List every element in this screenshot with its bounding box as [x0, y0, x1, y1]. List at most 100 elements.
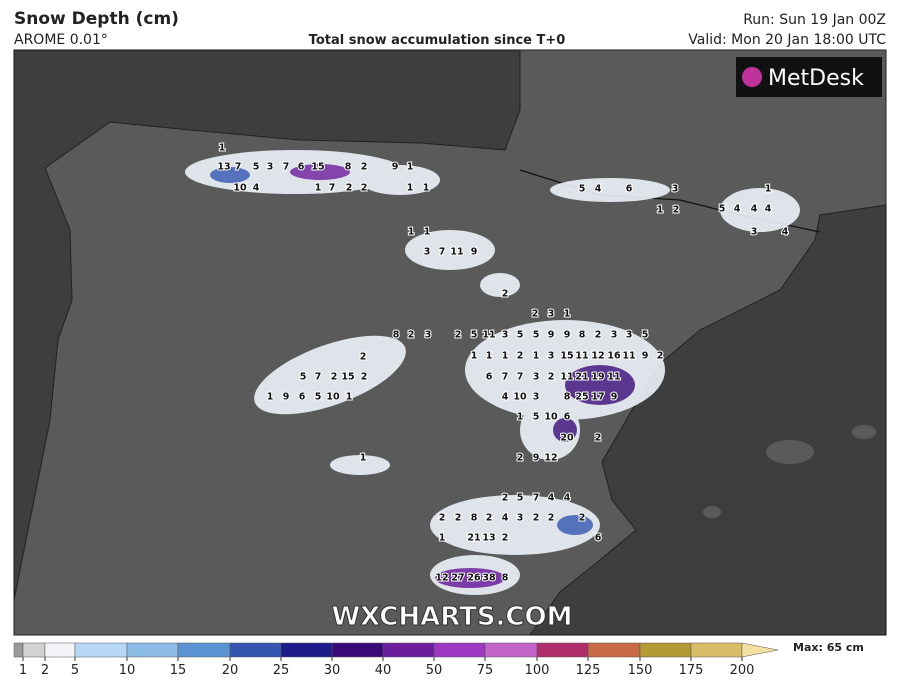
legend-swatch: [433, 642, 486, 658]
snow-label: 6: [299, 392, 306, 403]
snow-label: 1: [408, 227, 415, 238]
snow-label: 5: [300, 372, 307, 383]
snow-label: 10: [233, 183, 247, 194]
snow-label: 9: [392, 162, 399, 173]
snow-label: 7: [517, 372, 524, 383]
snow-label: 9: [642, 351, 649, 362]
snow-label: 6: [595, 533, 602, 544]
snow-label: 1: [533, 351, 540, 362]
snow-label: 1: [765, 184, 772, 195]
legend-tick-label: 75: [477, 663, 494, 678]
snow-label: 13: [217, 162, 230, 173]
island: [703, 506, 721, 518]
snow-label: 9: [564, 330, 571, 341]
snow-label: 3: [424, 247, 431, 258]
snow-label: 1: [657, 205, 664, 216]
legend-swatch: [44, 642, 76, 658]
snow-label: 5: [642, 330, 649, 341]
snow-label: 5: [517, 330, 524, 341]
snow-label: 3: [533, 392, 540, 403]
snow-label: 2: [579, 513, 586, 524]
snow-label: 2: [486, 513, 493, 524]
legend-swatch: [74, 642, 128, 658]
snow-label: 8: [564, 392, 571, 403]
snow-label: 9: [533, 453, 540, 464]
snow-label: 4: [595, 184, 602, 195]
snow-label: 2: [331, 372, 338, 383]
snow-label: 5: [315, 392, 322, 403]
snow-label: 2: [517, 351, 524, 362]
snow-label: 7: [315, 372, 322, 383]
legend-tick-label: 50: [426, 663, 443, 678]
snow-label: 19: [591, 372, 604, 383]
snow-label: 12: [591, 351, 604, 362]
snow-label: 2: [502, 493, 509, 504]
snow-label: 3: [425, 330, 432, 341]
snow-cores: [210, 164, 635, 588]
snow-label: 2: [517, 453, 524, 464]
snow-label: 1: [315, 183, 322, 194]
legend-tick-label: 25: [273, 663, 290, 678]
snow-label: 1: [267, 392, 274, 403]
legend-tick-label: 175: [679, 663, 704, 678]
subtitle: Total snow accumulation since T+0: [309, 33, 566, 48]
snow-label: 2: [361, 372, 368, 383]
snow-label: 7: [439, 247, 446, 258]
snow-label: 11: [575, 351, 588, 362]
snow-label: 4: [765, 204, 772, 215]
snow-label: 11: [450, 247, 463, 258]
snow-label: 8: [471, 513, 478, 524]
snow-label: 3: [548, 309, 555, 320]
snow-label: 3: [751, 227, 758, 238]
snow-label: 8: [502, 573, 509, 584]
snow-label: 8: [393, 330, 400, 341]
snow-label: 5: [533, 330, 540, 341]
snow-label: 9: [548, 330, 555, 341]
snow-label: 2: [360, 352, 367, 363]
snow-label: 2: [408, 330, 415, 341]
snow-label: 2: [548, 372, 555, 383]
legend-swatch: [484, 642, 538, 658]
snow-label: 5: [517, 493, 524, 504]
legend-swatch: [126, 642, 179, 658]
snow-label: 25: [575, 392, 588, 403]
snow-label: 13: [482, 533, 495, 544]
snow-label: 4: [782, 227, 789, 238]
snow-label: 7: [329, 183, 336, 194]
snow-label: 10: [513, 392, 527, 403]
snow-label: 26: [467, 573, 481, 584]
legend-max: Max: 65 cm: [793, 641, 864, 654]
snow-label: 15: [341, 372, 354, 383]
snow-label: 2: [673, 205, 680, 216]
legend-swatch: [13, 642, 24, 658]
snow-label: 11: [607, 372, 620, 383]
snow-label: 4: [253, 183, 260, 194]
snow-label: 20: [560, 433, 574, 444]
snow-label: 4: [751, 204, 758, 215]
snow-label: 10: [544, 412, 558, 423]
legend-tick-label: 200: [730, 663, 755, 678]
snow-label: 5: [471, 330, 478, 341]
snow-label: 11: [560, 372, 573, 383]
logo-mark: [742, 67, 762, 87]
snow-label: 6: [486, 372, 493, 383]
snow-label: 3: [626, 330, 633, 341]
legend-swatch: [382, 642, 435, 658]
snow-label: 7: [502, 372, 509, 383]
legend-tick-label: 5: [71, 663, 79, 678]
snow-label: 8: [579, 330, 586, 341]
legend-swatch: [280, 642, 333, 658]
run: Run: Sun 19 Jan 00Z: [743, 12, 886, 28]
island: [766, 440, 814, 464]
snow-label: 27: [451, 573, 464, 584]
legend-swatch: [690, 642, 743, 658]
snow-label: 1: [407, 183, 414, 194]
snow-label: 4: [502, 513, 509, 524]
snow-label: 3: [517, 513, 524, 524]
snow-label: 2: [346, 183, 353, 194]
snow-label: 2: [502, 289, 509, 300]
land: [13, 49, 887, 636]
snow-label: 6: [564, 412, 571, 423]
